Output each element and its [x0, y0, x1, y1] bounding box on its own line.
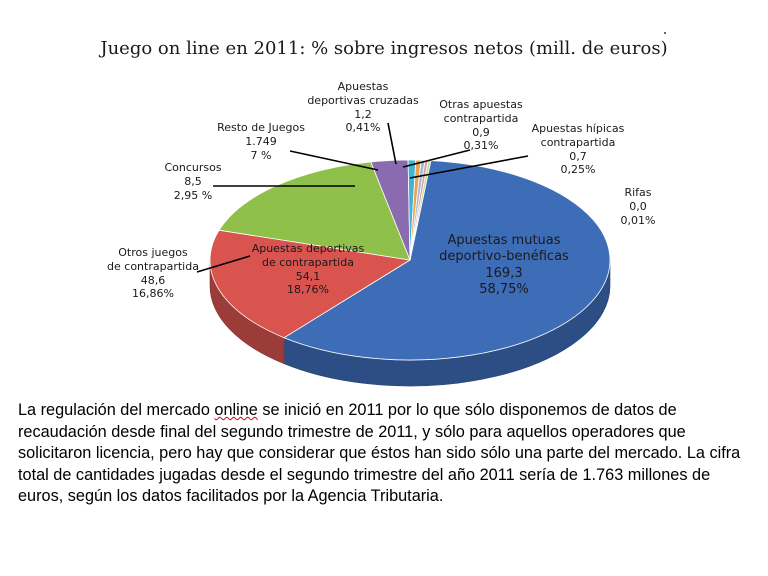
label-hipicas-value: 0,7: [569, 149, 587, 163]
label-otros-value: 48,6: [140, 273, 166, 287]
label-concursos-line1: Concursos: [164, 161, 222, 174]
label-resto: Resto de Juegos 1.749 7 %: [206, 121, 316, 162]
label-cruzadas: Apuestas deportivas cruzadas 1,2 0,41%: [298, 80, 428, 135]
label-mutuas-line2: deportivo-benéficas: [439, 249, 569, 265]
leader-resto: [289, 150, 379, 171]
label-otros-line2: de contrapartida: [107, 259, 199, 273]
label-concursos: Concursos 8,5 2,95 %: [150, 161, 236, 202]
stray-dot: [664, 32, 666, 34]
label-mutuas-pct: 58,75%: [479, 281, 529, 297]
label-mutuas-line1: Apuestas mutuas: [447, 233, 561, 248]
label-hipicas: Apuestas hípicas contrapartida 0,7 0,25%: [518, 122, 638, 177]
label-cruzadas-line1: Apuestas: [337, 80, 389, 93]
slice-apuestas-deportivas-de-contrapartida: [209, 229, 412, 339]
label-hipicas-line1: Apuestas hípicas: [531, 122, 625, 135]
label-mutuas-value: 169,3: [485, 265, 523, 281]
label-deportivas-pct: 18,76%: [287, 283, 329, 297]
label-rifas-line1: Rifas: [624, 186, 652, 199]
label-resto-value: 1.749: [245, 134, 277, 148]
description-paragraph: La regulación del mercado online se inic…: [18, 400, 758, 508]
label-rifas-pct: 0,01%: [620, 213, 656, 227]
label-deportivas: Apuestas deportivas de contrapartida 54,…: [238, 242, 378, 297]
label-otras-value: 0,9: [472, 125, 490, 139]
label-hipicas-line2: contrapartida: [540, 135, 616, 149]
slice-apuestas-mutuas-deportivo-beneficas: [283, 160, 611, 361]
label-hipicas-pct: 0,25%: [560, 163, 596, 177]
pie-chart: [196, 122, 611, 387]
leader-lines: [196, 122, 529, 273]
label-otras-line1: Otras apuestas: [439, 98, 523, 111]
chart-title: Juego on line en 2011: % sobre ingresos …: [100, 38, 668, 59]
label-otras-pct: 0,31%: [463, 139, 499, 153]
paragraph-rest: se inició en 2011 por lo que sólo dispon…: [18, 401, 741, 505]
label-resto-pct: 7 %: [250, 148, 272, 162]
label-deportivas-line2: de contrapartida: [262, 255, 354, 269]
label-mutuas: Apuestas mutuas deportivo-benéficas 169,…: [418, 233, 590, 298]
label-cruzadas-pct: 0,41%: [345, 121, 381, 135]
label-concursos-value: 8,5: [184, 174, 202, 188]
paragraph-start: La regulación del mercado: [18, 401, 215, 419]
leader-otras: [402, 149, 471, 168]
label-cruzadas-value: 1,2: [354, 107, 372, 121]
leader-cruzadas: [387, 122, 397, 165]
label-otras: Otras apuestas contrapartida 0,9 0,31%: [426, 98, 536, 153]
paragraph-online-word: online: [214, 401, 258, 419]
leader-hipicas: [409, 155, 529, 179]
label-rifas-value: 0,0: [629, 199, 647, 213]
label-resto-line1: Resto de Juegos: [217, 121, 305, 134]
label-otros: Otros juegos de contrapartida 48,6 16,86…: [92, 246, 214, 301]
label-deportivas-line1: Apuestas deportivas: [251, 242, 365, 255]
label-otros-line1: Otros juegos: [118, 246, 188, 259]
label-cruzadas-line2: deportivas cruzadas: [307, 93, 419, 107]
leader-otros: [196, 255, 251, 273]
label-otras-line2: contrapartida: [443, 111, 519, 125]
pie-tops: [209, 159, 611, 361]
label-otros-pct: 16,86%: [132, 287, 174, 301]
label-rifas: Rifas 0,0 0,01%: [608, 186, 668, 227]
label-concursos-pct: 2,95 %: [173, 188, 213, 202]
label-deportivas-value: 54,1: [295, 269, 321, 283]
